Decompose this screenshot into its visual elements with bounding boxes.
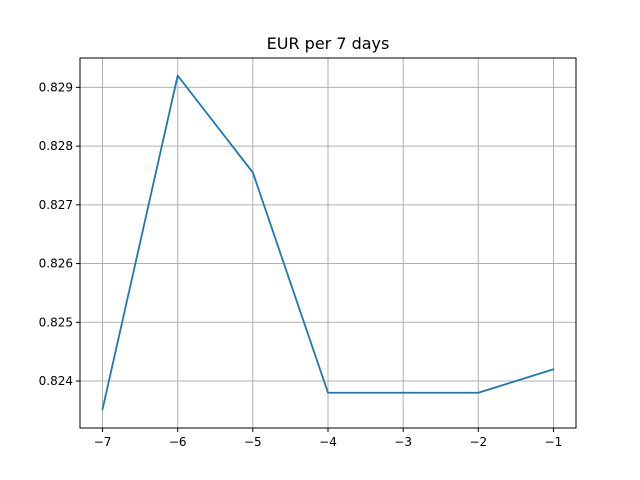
x-tick-label: −6	[169, 435, 187, 449]
data-point	[251, 171, 254, 174]
data-point	[477, 391, 480, 394]
data-point	[327, 391, 329, 394]
y-tick-label: 0.829	[39, 80, 73, 94]
data-point	[552, 368, 555, 371]
y-tick-label: 0.826	[39, 257, 73, 271]
x-tick-label: −4	[319, 435, 337, 449]
chart-title: EUR per 7 days	[267, 34, 390, 53]
x-tick-label: −1	[545, 435, 563, 449]
y-tick-label: 0.827	[39, 198, 73, 212]
data-point	[101, 408, 104, 411]
x-tick-label: −7	[94, 435, 112, 449]
series-group	[101, 74, 555, 411]
x-axis: −7 −6 −5 −4 −3 −2 −1	[94, 428, 563, 449]
x-tick-label: −3	[394, 435, 412, 449]
y-tick-label: 0.828	[39, 139, 73, 153]
data-point	[402, 391, 405, 394]
y-tick-label: 0.825	[39, 315, 73, 329]
data-point	[176, 74, 179, 77]
x-tick-label: −5	[244, 435, 262, 449]
y-axis: 0.824 0.825 0.826 0.827 0.828 0.829	[39, 80, 80, 388]
y-tick-label: 0.824	[39, 374, 73, 388]
x-tick-label: −2	[469, 435, 487, 449]
grid	[80, 58, 576, 428]
